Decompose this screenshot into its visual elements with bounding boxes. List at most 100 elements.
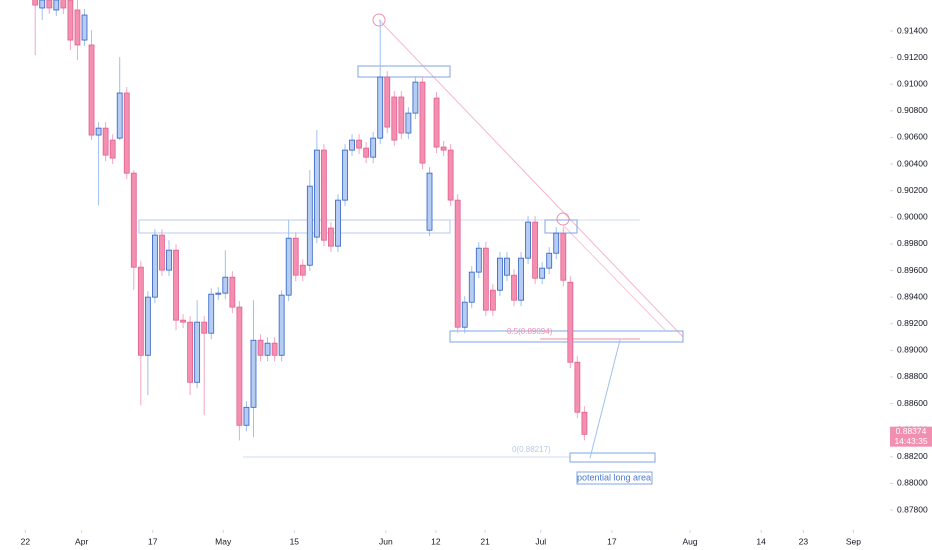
candle-body [574,361,581,413]
x-tick-label: 21 [480,536,490,546]
candle-body [461,301,468,328]
projection-line [589,339,621,459]
candle-body [236,306,243,426]
y-tick-label: 0.88000 [897,478,928,488]
candle-body [349,139,355,151]
x-tick-label: 17 [607,536,617,546]
x-tick-label: Jun [379,536,393,546]
candle-body [215,292,222,295]
candle-body [447,149,454,201]
candle-body [581,411,588,435]
candle-body [398,96,405,134]
candle-body [187,321,194,383]
candle-body [356,139,362,149]
candle-body [419,81,426,164]
candle-body [328,227,334,247]
candle-body [405,112,412,134]
y-tick-label: 0.87800 [897,504,928,514]
candle-body [560,232,567,281]
candle-body [539,267,546,279]
candle-body [137,266,144,356]
candle-body [144,296,151,356]
x-tick-label: Jul [535,536,546,546]
candle-body [201,321,208,334]
candle-body [109,139,116,159]
y-tick-label: 0.88800 [897,371,928,381]
candle-body [264,342,271,356]
y-tick-label: 0.88200 [897,451,928,461]
candle-body [180,319,186,323]
candle-body [342,149,348,201]
candle-body [74,9,81,46]
y-tick-label: 0.90600 [897,132,928,142]
candle-body [243,406,250,426]
candle-body [292,237,299,276]
candle-body [257,339,264,356]
x-tick-label: 17 [148,536,158,546]
candle-body [173,249,179,321]
x-tick-label: 14 [756,536,766,546]
y-tick-label: 0.91000 [897,78,928,88]
candle-body [454,199,461,328]
candle-body [567,281,574,363]
x-tick-label: Aug [682,536,697,546]
candle-body [278,294,285,356]
annotation-text: potential long area [577,472,651,482]
candle-body [194,321,201,383]
candle-body [88,44,95,136]
candle-body [123,92,130,174]
candle-body [384,76,391,128]
candle-body [285,237,292,296]
x-tick-label: Apr [75,536,88,546]
x-tick-label: 15 [290,536,300,546]
candle-body [116,92,123,139]
y-tick-label: 0.89000 [897,345,928,355]
candle-body [391,96,398,141]
candle-body [518,257,524,301]
pivot-marker [372,13,386,27]
countdown-label: 14:43:35 [894,436,927,446]
candle-body [130,172,137,268]
y-tick-label: 0.91400 [897,25,928,35]
zone-box [569,452,656,463]
candle-body [271,342,278,356]
candle-body [468,271,475,303]
price-tag [890,426,932,447]
candle-body [433,97,440,148]
y-tick-label: 0.90400 [897,158,928,168]
candle-body [335,199,341,247]
candle-body [412,81,419,114]
x-tick-label: 23 [799,536,809,546]
y-tick-label: 0.90200 [897,185,928,195]
candle-body [208,293,215,334]
candle-body [363,147,370,158]
candle-body [250,339,257,408]
y-tick-label: 0.90800 [897,105,928,115]
y-tick-label: 0.88600 [897,398,928,408]
x-tick-label: Sep [846,536,861,546]
trend-line [378,19,684,338]
candle-body [299,264,306,276]
y-tick-label: 0.89600 [897,265,928,275]
candle-body [229,276,236,308]
candle-body [475,247,482,273]
candle-body [95,127,102,136]
candle-body [46,0,53,9]
x-tick-label: 12 [431,536,441,546]
candle-body [306,185,313,266]
pivot-marker [556,212,570,226]
candle-body [81,14,88,41]
candle-body [320,149,327,241]
candle-body [370,137,377,158]
candle-body [102,127,109,156]
candle-body [532,221,539,279]
fib-label: 0.5(0.89094) [507,327,553,336]
candle-body [39,0,46,9]
y-tick-label: 0.91200 [897,52,928,62]
drawings [138,13,684,485]
candle-body [32,0,39,6]
candle-body [166,249,172,271]
y-tick-label: 0.89400 [897,291,928,301]
candle-body [511,274,517,301]
candle-body [67,0,74,41]
